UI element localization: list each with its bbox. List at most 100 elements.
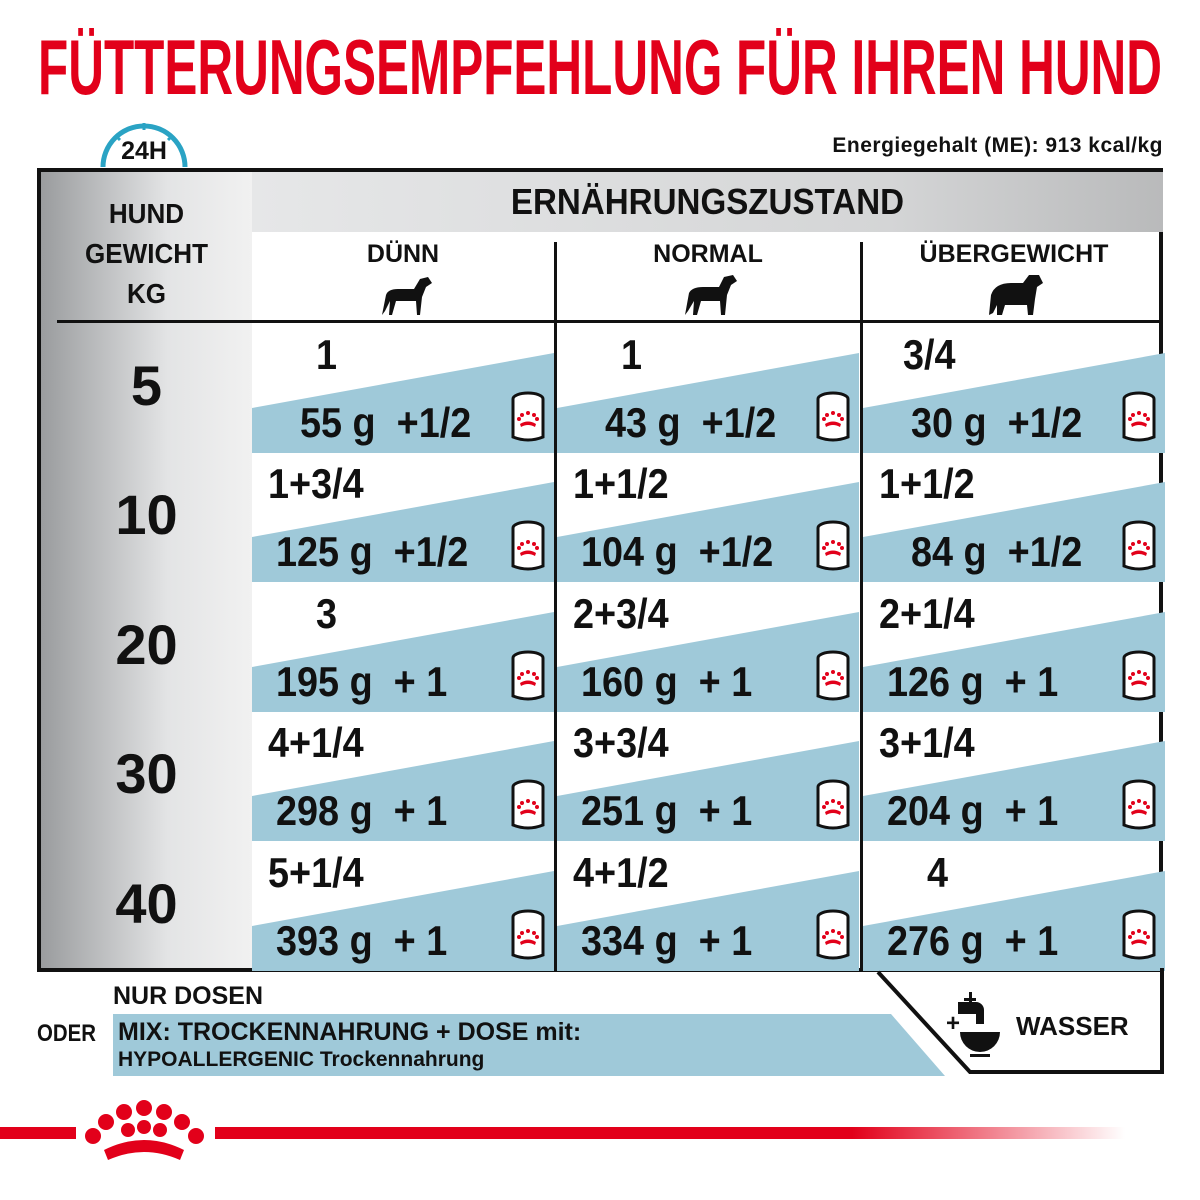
dry-food-amount: 3+1/4	[879, 719, 975, 767]
column-header-label: NORMAL	[653, 240, 763, 268]
can-count: + 1	[393, 916, 448, 964]
feeding-cell: 3 195 g + 1	[252, 582, 554, 712]
feeding-cell: 1+1/2 104 g +1/2	[557, 452, 859, 583]
grams: 334 g	[581, 916, 678, 964]
clock-24h-icon: 24H	[95, 115, 193, 175]
group-header-label: ERNÄHRUNGSZUSTAND	[510, 181, 905, 222]
wet-food-amount: 55 g +1/2	[300, 399, 471, 447]
can-icon	[1121, 650, 1157, 702]
mix-line-1: MIX: TROCKENNAHRUNG + DOSE mit:	[118, 1018, 582, 1046]
dry-food-amount: 1+1/2	[879, 460, 975, 508]
can-icon	[510, 650, 546, 702]
feeding-cell: 5+1/4 393 g + 1	[252, 841, 554, 971]
dog-normal-icon	[685, 275, 737, 315]
can-count: +1/2	[1007, 528, 1083, 576]
weight-header-line: HUND	[108, 198, 185, 229]
can-icon	[815, 520, 851, 572]
feeding-cell: 1 55 g +1/2	[252, 323, 554, 453]
water-tap-bowl-icon	[958, 992, 1000, 1057]
feeding-cell: 1+1/2 84 g +1/2	[863, 452, 1165, 583]
grams: 298 g	[276, 787, 373, 835]
feeding-table: HUND GEWICHT KG ERNÄHRUNGSZUSTAND DÜNN N…	[37, 168, 1165, 972]
brand-line	[0, 1127, 76, 1139]
wet-food-amount: 276 g + 1	[887, 917, 1058, 965]
feeding-cell: 3+1/4 204 g + 1	[863, 711, 1165, 842]
dry-food-amount: 3/4	[903, 331, 956, 378]
water-box	[876, 968, 1164, 1074]
wet-food-amount: 30 g +1/2	[911, 399, 1082, 447]
dry-food-amount: 1+3/4	[268, 460, 364, 508]
can-count: +1/2	[393, 528, 469, 576]
grams: 84 g	[911, 528, 987, 576]
column-divider	[860, 242, 863, 968]
can-count: + 1	[393, 787, 448, 835]
wet-food-amount: 126 g + 1	[887, 658, 1058, 706]
grams: 195 g	[276, 657, 373, 705]
grams: 204 g	[887, 787, 984, 835]
can-icon	[815, 650, 851, 702]
feeding-cell: 2+3/4 160 g + 1	[557, 582, 859, 712]
grams: 125 g	[276, 528, 373, 576]
feeding-cell: 3+3/4 251 g + 1	[557, 711, 859, 842]
can-count: + 1	[698, 787, 753, 835]
weight-header: HUND GEWICHT KG	[48, 194, 244, 314]
wet-food-amount: 160 g + 1	[581, 658, 752, 706]
column-header: NORMAL	[557, 232, 859, 320]
can-count: +1/2	[396, 399, 472, 446]
can-icon	[1121, 520, 1157, 572]
grams: 251 g	[581, 787, 678, 835]
can-icon	[815, 779, 851, 831]
feeding-cell: 4+1/4 298 g + 1	[252, 711, 554, 842]
can-icon	[815, 391, 851, 443]
can-count: + 1	[698, 916, 753, 964]
energy-content: Energiegehalt (ME): 913 kcal/kg	[832, 134, 1163, 157]
feeding-cell: 4 276 g + 1	[863, 841, 1165, 971]
dry-food-amount: 2+3/4	[573, 589, 669, 637]
can-icon	[510, 779, 546, 831]
can-count: +1/2	[698, 528, 774, 576]
grams: 126 g	[887, 657, 984, 705]
wet-food-amount: 204 g + 1	[887, 787, 1058, 835]
brand-line	[215, 1127, 1125, 1139]
can-count: +1/2	[701, 399, 777, 446]
wet-food-amount: 298 g + 1	[276, 787, 447, 835]
grams: 104 g	[581, 528, 678, 576]
mix-band	[113, 1014, 945, 1076]
feeding-cell: 1+3/4 125 g +1/2	[252, 452, 554, 583]
feeding-cell: 2+1/4 126 g + 1	[863, 582, 1165, 712]
dry-food-amount: 5+1/4	[268, 848, 364, 896]
feeding-cell: 1 43 g +1/2	[557, 323, 859, 453]
page-title: FÜTTERUNGSEMPFEHLUNG FÜR IHREN HUND	[38, 28, 1162, 108]
dry-food-amount: 1	[621, 331, 643, 378]
weight-column	[41, 172, 252, 968]
dog-overweight-icon	[989, 275, 1043, 315]
dry-food-amount: 3	[316, 589, 338, 637]
can-icon	[1121, 779, 1157, 831]
column-header-label: ÜBERGEWICHT	[919, 240, 1109, 268]
group-header: ERNÄHRUNGSZUSTAND	[252, 172, 1163, 232]
dry-food-amount: 4+1/4	[268, 719, 364, 767]
grams: 30 g	[911, 399, 987, 446]
dry-food-amount: 4+1/2	[573, 848, 669, 896]
weight-value: 20	[115, 612, 178, 676]
svg-text:24H: 24H	[121, 137, 167, 165]
grams: 276 g	[887, 916, 984, 964]
column-divider	[554, 242, 557, 968]
can-icon	[510, 391, 546, 443]
wet-food-amount: 84 g +1/2	[911, 528, 1082, 576]
can-count: + 1	[1004, 657, 1059, 705]
water-plus: +	[946, 1010, 961, 1037]
grams: 393 g	[276, 916, 373, 964]
dog-thin-icon	[382, 277, 432, 315]
column-header: DÜNN	[252, 232, 554, 320]
can-count: +1/2	[1007, 399, 1083, 446]
water-label: WASSER	[1016, 1011, 1129, 1041]
or-label: ODER	[37, 1020, 96, 1047]
wet-food-amount: 195 g + 1	[276, 658, 447, 706]
dry-food-amount: 2+1/4	[879, 589, 975, 637]
grams: 55 g	[300, 399, 376, 446]
royal-canin-crown-logo	[85, 1100, 204, 1160]
can-count: + 1	[698, 657, 753, 705]
mix-line-2: HYPOALLERGENIC Trockennahrung	[118, 1048, 485, 1071]
wet-food-amount: 251 g + 1	[581, 787, 752, 835]
